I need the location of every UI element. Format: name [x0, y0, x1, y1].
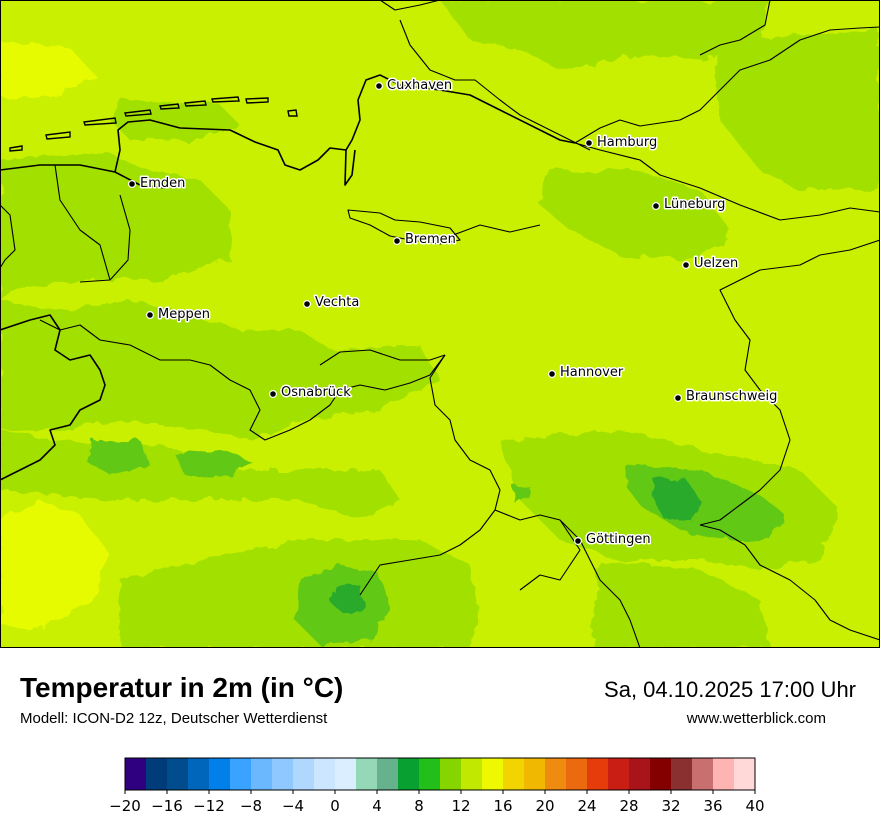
legend-canvas: −20 −16 −12 −8 −4 0 4 8 12 16 20 24 28 32 36 40	[109, 757, 765, 815]
legend-swatch	[545, 758, 567, 790]
legend-swatch	[230, 758, 252, 790]
city-lueneburg[interactable]: Lüneburg	[651, 196, 727, 214]
map-title: Temperatur in 2m (in °C)	[20, 672, 344, 703]
legend-tick-labels: −20 −16 −12 −8 −4 0 4 8 12 16 20 24 28 32 36 40	[109, 790, 765, 815]
city-label: Osnabrück	[281, 385, 351, 400]
city-cuxhaven[interactable]: Cuxhaven	[375, 77, 454, 95]
legend-tick-label: 16	[493, 797, 512, 815]
city-markers: Cuxhaven Hamburg Emden Lüneburg Bremen U…	[128, 77, 779, 549]
city-label: Göttingen	[586, 532, 651, 547]
city-label: Vechta	[315, 295, 359, 310]
legend-swatch	[272, 758, 294, 790]
city-hamburg[interactable]: Hamburg	[584, 134, 659, 152]
city-dot	[573, 536, 582, 545]
city-label: Braunschweig	[686, 389, 777, 404]
legend-tick-label: 24	[577, 797, 596, 815]
legend-tick-label: 36	[703, 797, 722, 815]
city-dot	[393, 237, 402, 246]
city-dot	[269, 390, 278, 399]
model-info: Modell: ICON-D2 12z, Deutscher Wetterdie…	[20, 710, 328, 727]
city-label: Hannover	[560, 365, 624, 380]
city-bremen[interactable]: Bremen	[393, 231, 457, 249]
legend-tick-label: 12	[451, 797, 470, 815]
city-label: Bremen	[405, 232, 456, 247]
city-dot	[673, 394, 682, 403]
city-osnabrueck[interactable]: Osnabrück	[269, 384, 353, 402]
city-dot	[584, 139, 593, 148]
city-label: Emden	[140, 176, 185, 191]
warm-zones	[0, 40, 110, 630]
city-dot	[651, 202, 660, 211]
city-dot	[547, 370, 556, 379]
legend-swatch	[356, 758, 378, 790]
legend-swatch	[293, 758, 315, 790]
legend-color-bar	[124, 757, 756, 791]
legend-swatch	[650, 758, 672, 790]
city-meppen[interactable]: Meppen	[146, 306, 211, 324]
legend-swatch	[566, 758, 588, 790]
legend-tick-label: 40	[745, 797, 764, 815]
city-goettingen[interactable]: Göttingen	[573, 531, 652, 549]
legend-swatch	[629, 758, 651, 790]
legend-swatch	[251, 758, 273, 790]
legend-swatch	[146, 758, 168, 790]
city-uelzen[interactable]: Uelzen	[681, 255, 740, 273]
legend-swatch	[734, 758, 756, 790]
legend-tick-label: −12	[193, 797, 225, 815]
legend-tick-label: 28	[619, 797, 638, 815]
legend-swatch	[314, 758, 336, 790]
legend-swatch	[419, 758, 441, 790]
legend-swatch	[608, 758, 630, 790]
legend-swatch	[461, 758, 483, 790]
legend-tick-label: −4	[282, 797, 304, 815]
legend-swatch	[671, 758, 693, 790]
city-dot	[303, 300, 312, 309]
legend-swatch	[524, 758, 546, 790]
city-emden[interactable]: Emden	[128, 175, 187, 193]
city-label: Lüneburg	[664, 197, 725, 212]
legend-tick-label: 8	[414, 797, 424, 815]
forecast-datetime: Sa, 04.10.2025 17:00 Uhr	[604, 677, 856, 702]
legend-swatch	[335, 758, 357, 790]
city-vechta[interactable]: Vechta	[303, 294, 361, 312]
city-label: Uelzen	[694, 256, 738, 271]
legend-swatch	[482, 758, 504, 790]
legend-tick-label: 4	[372, 797, 382, 815]
legend-swatch	[209, 758, 231, 790]
legend-frame	[124, 757, 756, 791]
city-braunschweig[interactable]: Braunschweig	[673, 388, 779, 406]
legend-swatch	[503, 758, 525, 790]
legend-swatch	[167, 758, 189, 790]
city-label: Hamburg	[597, 135, 657, 150]
city-dot	[681, 261, 690, 270]
city-hannover[interactable]: Hannover	[547, 364, 625, 382]
legend-swatch	[587, 758, 609, 790]
color-legend: −20 −16 −12 −8 −4 0 4 8 12 16 20 24 28 32 36 40	[0, 750, 880, 830]
temperature-map: Cuxhaven Hamburg Emden Lüneburg Bremen U…	[0, 0, 880, 648]
legend-swatch	[440, 758, 462, 790]
legend-tick-label: 32	[661, 797, 680, 815]
legend-swatch	[377, 758, 399, 790]
legend-swatch	[692, 758, 714, 790]
map-canvas: Cuxhaven Hamburg Emden Lüneburg Bremen U…	[0, 0, 880, 648]
legend-swatch	[713, 758, 735, 790]
legend-tick-label: −20	[109, 797, 141, 815]
coolest-zones	[330, 478, 700, 615]
city-dot	[146, 311, 155, 320]
frisian-islands	[9, 96, 298, 152]
legend-tick-label: 0	[330, 797, 340, 815]
borders	[0, 0, 880, 648]
city-label: Meppen	[158, 307, 210, 322]
legend-swatch	[188, 758, 210, 790]
legend-swatch	[125, 758, 147, 790]
city-dot	[128, 180, 137, 189]
legend-tick-label: −16	[151, 797, 183, 815]
legend-swatch	[398, 758, 420, 790]
legend-tick-label: −8	[240, 797, 262, 815]
legend-tick-label: 20	[535, 797, 554, 815]
city-dot	[375, 81, 384, 90]
coastlines	[0, 74, 576, 481]
city-label: Cuxhaven	[387, 78, 452, 93]
website-link[interactable]: www.wetterblick.com	[686, 710, 826, 727]
